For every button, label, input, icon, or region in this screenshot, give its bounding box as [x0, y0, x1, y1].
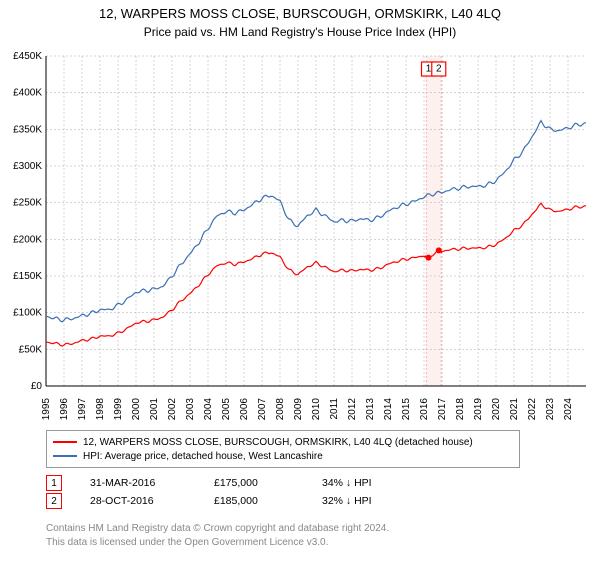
legend-swatch — [53, 441, 77, 443]
transaction-price: £175,000 — [214, 477, 294, 489]
y-tick-label: £350K — [13, 124, 42, 135]
x-tick-label: 2015 — [401, 398, 412, 421]
y-tick-label: £250K — [13, 198, 42, 209]
x-tick-label: 2007 — [257, 398, 268, 421]
x-tick-label: 2004 — [203, 398, 214, 421]
x-tick-label: 2020 — [491, 398, 502, 421]
y-tick-label: £0 — [31, 381, 43, 392]
x-tick-label: 2012 — [347, 398, 358, 421]
y-tick-label: £450K — [13, 51, 42, 62]
x-tick-label: 2019 — [473, 398, 484, 421]
x-tick-label: 2002 — [167, 398, 178, 421]
transaction-row: 2 28-OCT-2016 £185,000 32% ↓ HPI — [46, 492, 372, 510]
x-tick-label: 2017 — [437, 398, 448, 421]
x-tick-label: 2013 — [365, 398, 376, 421]
x-tick-label: 2014 — [383, 398, 394, 421]
x-tick-label: 2011 — [329, 398, 340, 420]
transaction-delta: 32% ↓ HPI — [322, 495, 372, 507]
x-tick-label: 2010 — [311, 398, 322, 421]
transaction-row: 1 31-MAR-2016 £175,000 34% ↓ HPI — [46, 474, 372, 492]
x-tick-label: 2009 — [293, 398, 304, 421]
copyright-text: Contains HM Land Registry data © Crown c… — [46, 522, 389, 549]
transaction-date: 28-OCT-2016 — [90, 495, 186, 507]
x-tick-label: 2001 — [149, 398, 160, 421]
transaction-price: £185,000 — [214, 495, 294, 507]
y-tick-label: £200K — [13, 234, 42, 245]
sale-dot — [426, 255, 432, 261]
x-tick-label: 2021 — [509, 398, 520, 421]
y-tick-label: £300K — [13, 161, 42, 172]
legend-label: HPI: Average price, detached house, West… — [83, 451, 323, 462]
x-tick-label: 1999 — [113, 398, 124, 421]
copyright-line-2: This data is licensed under the Open Gov… — [46, 536, 389, 550]
x-tick-label: 2016 — [419, 398, 430, 421]
transaction-num-box: 1 — [46, 475, 62, 491]
transaction-date: 31-MAR-2016 — [90, 477, 186, 489]
legend-row: HPI: Average price, detached house, West… — [53, 449, 513, 463]
sale-marker-num: 2 — [436, 64, 442, 75]
x-tick-label: 2023 — [545, 398, 556, 421]
x-tick-label: 1998 — [95, 398, 106, 421]
transaction-num-box: 2 — [46, 493, 62, 509]
legend-label: 12, WARPERS MOSS CLOSE, BURSCOUGH, ORMSK… — [83, 437, 473, 448]
x-tick-label: 2008 — [275, 398, 286, 421]
x-tick-label: 2022 — [527, 398, 538, 421]
x-tick-label: 2003 — [185, 398, 196, 421]
y-tick-label: £150K — [13, 271, 42, 282]
legend-row: 12, WARPERS MOSS CLOSE, BURSCOUGH, ORMSK… — [53, 435, 513, 449]
y-tick-label: £100K — [13, 308, 42, 319]
sale-dot — [436, 247, 442, 253]
y-tick-label: £50K — [19, 344, 43, 355]
x-tick-label: 1996 — [59, 398, 70, 421]
x-tick-label: 1997 — [77, 398, 88, 421]
x-tick-label: 2000 — [131, 398, 142, 421]
transaction-delta: 34% ↓ HPI — [322, 477, 372, 489]
x-tick-label: 2005 — [221, 398, 232, 421]
x-tick-label: 2006 — [239, 398, 250, 421]
sale-marker-num: 1 — [426, 64, 432, 75]
legend-swatch — [53, 455, 77, 457]
x-tick-label: 1995 — [41, 398, 52, 421]
y-tick-label: £400K — [13, 88, 42, 99]
x-tick-label: 2024 — [563, 398, 574, 421]
transactions-table: 1 31-MAR-2016 £175,000 34% ↓ HPI 2 28-OCT-201… — [46, 474, 372, 510]
x-tick-label: 2018 — [455, 398, 466, 421]
legend: 12, WARPERS MOSS CLOSE, BURSCOUGH, ORMSK… — [46, 430, 520, 468]
price-chart: £0 £50K £100K £150K £200K £250K £300K £350K £400… — [0, 6, 600, 426]
copyright-line-1: Contains HM Land Registry data © Crown c… — [46, 522, 389, 536]
